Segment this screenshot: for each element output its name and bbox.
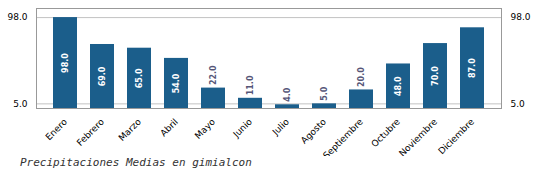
svg-text:54.0: 54.0 [172, 73, 181, 93]
svg-text:Febrero: Febrero [75, 116, 106, 147]
svg-text:98.0: 98.0 [61, 53, 70, 73]
svg-text:5.0: 5.0 [13, 99, 28, 109]
svg-text:Septiembre: Septiembre [321, 116, 365, 156]
svg-text:Junio: Junio [231, 116, 255, 140]
svg-text:Mayo: Mayo [193, 116, 217, 140]
svg-text:Enero: Enero [44, 116, 70, 142]
svg-text:Marzo: Marzo [117, 116, 144, 143]
svg-text:Octubre: Octubre [369, 116, 402, 149]
svg-text:20.0: 20.0 [357, 67, 366, 87]
svg-text:87.0: 87.0 [468, 58, 477, 78]
svg-text:69.0: 69.0 [98, 66, 107, 86]
svg-text:98.0: 98.0 [511, 12, 531, 22]
svg-text:Noviembre: Noviembre [397, 116, 439, 156]
svg-text:Julio: Julio [270, 116, 291, 137]
svg-text:5.0: 5.0 [511, 99, 526, 109]
svg-text:4.0: 4.0 [283, 87, 292, 102]
svg-text:22.0: 22.0 [209, 65, 218, 85]
svg-text:Agosto: Agosto [299, 116, 328, 145]
svg-text:98.0: 98.0 [7, 12, 27, 22]
svg-text:5.0: 5.0 [320, 86, 329, 101]
html-text:Precipitaciones Medias en gimi: Precipitaciones Medias en gimialcon [20, 156, 252, 169]
svg-text:Abril: Abril [158, 117, 180, 139]
svg-text:Diciembre: Diciembre [436, 116, 476, 156]
svg-text:65.0: 65.0 [135, 68, 144, 88]
svg-text:11.0: 11.0 [246, 75, 255, 95]
svg-text:48.0: 48.0 [394, 76, 403, 96]
svg-text:70.0: 70.0 [431, 66, 440, 86]
